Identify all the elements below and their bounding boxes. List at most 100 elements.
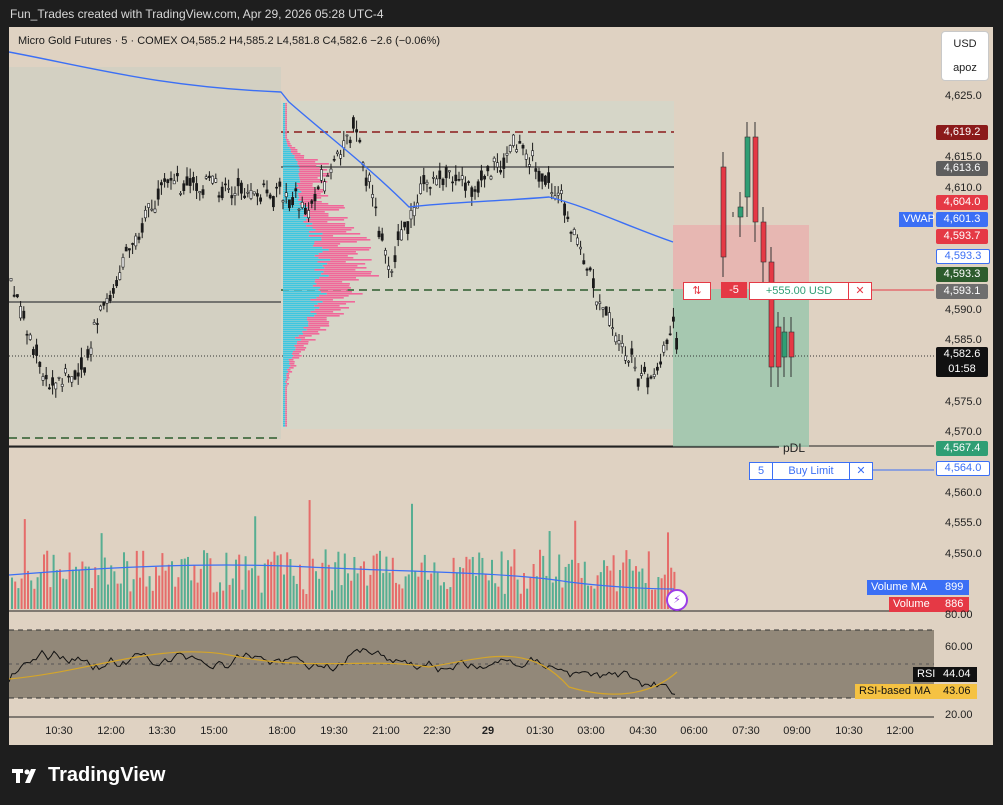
volume-bar (398, 584, 401, 609)
candle-body (575, 237, 579, 245)
candle-body (182, 183, 186, 191)
buy-limit-qty[interactable]: 5 (749, 462, 773, 480)
volume-profile-bar (283, 187, 296, 189)
position-reverse-button[interactable]: ⇅ (683, 282, 711, 300)
candle-body (281, 200, 285, 203)
tradingview-logo[interactable]: TradingView (12, 764, 165, 787)
volume-profile-bar (283, 337, 296, 339)
time-axis-label: 12:00 (97, 725, 125, 737)
candle-body (447, 170, 451, 173)
volume-profile-bar (318, 257, 354, 259)
candle-body (19, 306, 23, 319)
currency-unit-button[interactable]: USD apoz (941, 31, 989, 81)
volume-profile-bar (283, 367, 289, 369)
chart-area[interactable]: Micro Gold Futures · 5 · COMEX O4,585.2 … (9, 27, 993, 745)
candle-body (537, 170, 541, 182)
candle-body (140, 223, 144, 233)
volume-profile-bar (321, 237, 367, 239)
candle-body (652, 374, 656, 377)
volume-bar (52, 554, 55, 609)
volume-profile-bar (283, 111, 286, 113)
volume-bar (215, 591, 218, 609)
volume-profile-bar (298, 169, 328, 171)
volume-profile-bar (283, 185, 299, 187)
candle-body (744, 136, 751, 198)
volume-profile-bar (283, 103, 286, 105)
volume-profile-bar (285, 127, 287, 129)
volume-profile-bar (316, 297, 344, 299)
volume-bar (315, 571, 317, 609)
candle-body (208, 175, 211, 178)
volume-profile-bar (312, 227, 355, 229)
volume-profile-bar (285, 391, 287, 393)
candle-body (76, 372, 80, 377)
volume-profile-bar (283, 371, 289, 373)
candle-body (236, 177, 240, 187)
volume-bar (529, 576, 532, 609)
volume-profile-bar (283, 177, 300, 179)
price-chart-canvas[interactable] (9, 27, 993, 745)
target-zone (673, 289, 809, 447)
candle-body (760, 221, 767, 263)
candle-body (775, 326, 782, 368)
volume-profile-bar (283, 255, 315, 257)
volume-profile-bar (283, 131, 286, 133)
volume-profile-bar (283, 245, 313, 247)
volume-bar (523, 573, 525, 609)
volume-profile-bar (283, 355, 294, 357)
volume-profile-bar (283, 383, 287, 385)
position-pnl[interactable]: +555.00 USD (749, 282, 849, 300)
buy-limit-cancel-button[interactable]: ✕ (849, 462, 873, 480)
volume-profile-bar (322, 233, 361, 235)
volume-profile-bar (283, 179, 300, 181)
candle-body (399, 229, 403, 241)
price-tag-vwap: 4,601.3 (936, 212, 988, 227)
time-axis-label: 13:30 (148, 725, 176, 737)
volume-profile-bar (307, 319, 327, 321)
volume-bar (449, 587, 452, 609)
volume-profile-bar (316, 283, 350, 285)
candle-body (284, 192, 288, 198)
volume-bar (94, 567, 97, 609)
volume-bar (436, 572, 439, 609)
volume-bar (366, 585, 369, 609)
position-qty[interactable]: -5 (721, 282, 747, 298)
volume-bar (119, 583, 122, 609)
volume-bar (193, 565, 196, 609)
volume-bar (212, 592, 215, 609)
lightning-icon[interactable]: ⚡ (666, 589, 688, 611)
buy-limit-label[interactable]: Buy Limit (772, 462, 850, 480)
candle-body (310, 200, 314, 204)
candle-body (659, 361, 663, 365)
volume-profile-bar (290, 151, 298, 153)
candle-body (572, 229, 576, 236)
candle-body (115, 280, 119, 287)
price-tag-poc: 4,613.6 (936, 161, 988, 176)
bar-countdown: 01:58 (948, 363, 976, 375)
candle-body (383, 250, 387, 256)
chart-attribution: Fun_Trades created with TradingView.com,… (10, 7, 384, 21)
volume-bar (350, 580, 353, 609)
time-axis-label: 06:00 (680, 725, 708, 737)
volume-bar (395, 582, 397, 609)
candle-body (60, 383, 64, 387)
candle-body (176, 173, 179, 177)
volume-profile-bar (283, 241, 315, 243)
volume-profile-bar (289, 363, 295, 365)
volume-profile-bar (321, 239, 371, 241)
position-close-button[interactable]: ✕ (848, 282, 872, 300)
volume-profile-bar (317, 303, 347, 305)
volume-bar (311, 558, 314, 609)
volume-bar (180, 559, 183, 609)
volume-profile-bar (283, 401, 286, 403)
price-axis-label: 4,575.0 (945, 396, 982, 408)
tradingview-logo-icon (12, 768, 36, 783)
volume-bar (81, 561, 84, 609)
candle-body (665, 339, 669, 345)
volume-bar (65, 579, 68, 609)
volume-bar (97, 575, 100, 609)
volume-bar (580, 577, 583, 609)
symbol-name[interactable]: Micro Gold Futures · 5 · COMEX (18, 35, 178, 47)
volume-bar (526, 588, 529, 609)
volume-bar (318, 578, 321, 609)
